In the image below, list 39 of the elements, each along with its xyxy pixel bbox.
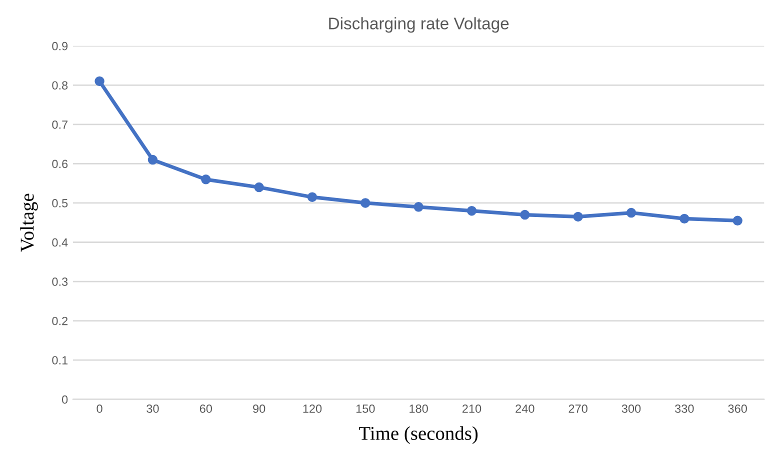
- y-tick-label: 0.4: [52, 238, 68, 247]
- point: [201, 174, 211, 184]
- y-tick-label: 0.6: [52, 160, 68, 168]
- y-tick-label: 0.2: [52, 316, 68, 326]
- point: [520, 210, 530, 220]
- point: [414, 202, 424, 212]
- point: [466, 206, 477, 216]
- y-tick-label: 0.7: [52, 120, 68, 129]
- point: [94, 76, 104, 86]
- point: [360, 198, 370, 208]
- y-tick-label: 0.3: [52, 278, 68, 286]
- x-tick-label: 330: [675, 404, 694, 413]
- x-tick-label: 240: [516, 404, 534, 413]
- x-tick-label: 180: [410, 404, 428, 413]
- y-tick-label: 0.9: [52, 42, 68, 50]
- point: [626, 208, 636, 218]
- point: [307, 192, 318, 202]
- x-tick-label: 270: [568, 404, 588, 413]
- point: [732, 216, 742, 226]
- x-tick-label: 90: [253, 404, 266, 413]
- x-tick-label: 360: [728, 404, 747, 413]
- x-tick-label: 0: [96, 404, 102, 413]
- chart-title: Discharging rate Voltage: [329, 17, 509, 33]
- y-tick-label: 0.8: [52, 81, 68, 90]
- x-tick-label: 30: [146, 404, 159, 413]
- x-tick-label: 210: [462, 404, 482, 413]
- y-axis-title: Voltage: [20, 194, 38, 252]
- point: [148, 154, 158, 165]
- point: [573, 212, 583, 222]
- point: [254, 182, 264, 192]
- x-tick-label: 150: [356, 404, 375, 413]
- point: [680, 214, 690, 224]
- x-tick-label: 60: [200, 404, 212, 413]
- x-tick-label: 300: [622, 404, 641, 413]
- x-tick-label: 120: [303, 404, 322, 413]
- y-tick-label: 0.1: [52, 356, 68, 364]
- y-tick-label: 0: [62, 395, 68, 404]
- y-tick-label: 0.5: [52, 199, 68, 208]
- x-axis-title: Time (seconds): [359, 426, 478, 444]
